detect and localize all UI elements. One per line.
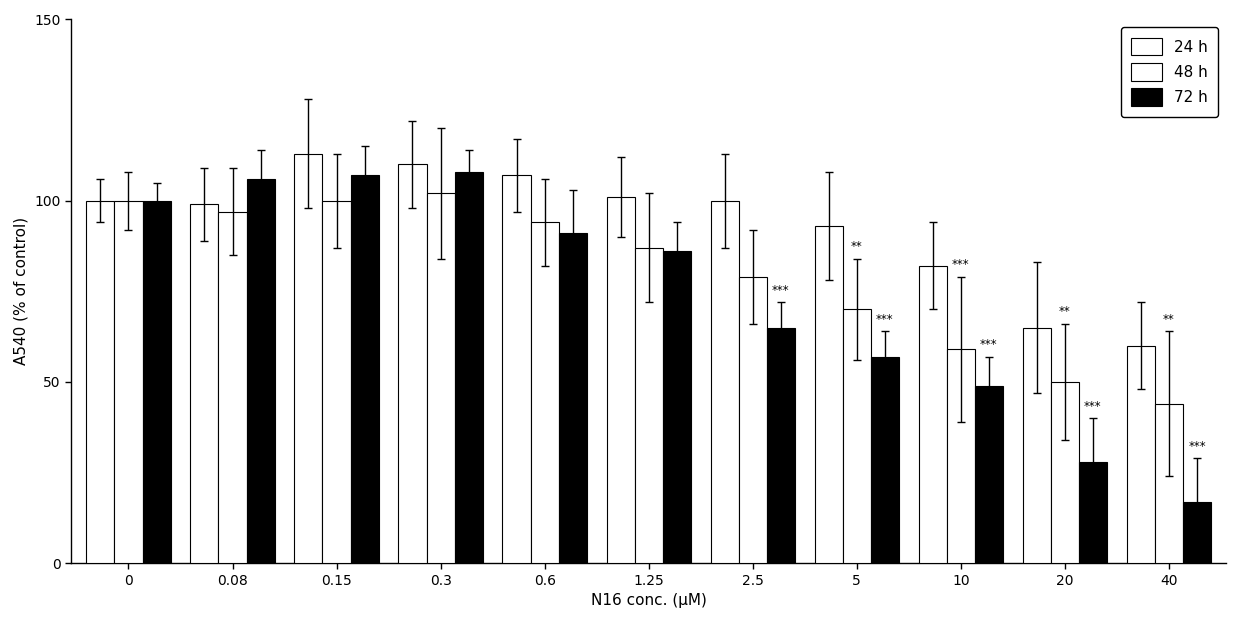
Bar [559,233,587,563]
Bar [1023,328,1050,563]
Text: **: ** [1059,305,1070,318]
Bar [143,201,171,563]
Text: **: ** [851,240,863,253]
Bar [87,201,114,563]
Text: ***: *** [1188,440,1205,453]
Bar [455,172,482,563]
Bar [1127,346,1154,563]
Bar [739,277,766,563]
Bar [975,386,1003,563]
Text: ***: *** [952,258,970,271]
Bar [114,201,143,563]
Legend: 24 h, 48 h, 72 h: 24 h, 48 h, 72 h [1121,27,1219,117]
Bar [531,223,559,563]
Bar [294,154,322,563]
Bar [919,266,947,563]
Text: **: ** [1163,313,1174,326]
Bar [247,179,274,563]
Bar [815,226,843,563]
Bar [1050,382,1079,563]
Bar [1154,404,1183,563]
Text: ***: *** [980,338,998,351]
Bar [870,356,899,563]
Text: ***: *** [773,284,790,297]
Bar [711,201,739,563]
Bar [843,309,870,563]
Text: ***: *** [1084,400,1102,413]
Bar [766,328,795,563]
X-axis label: N16 conc. (μM): N16 conc. (μM) [590,593,707,608]
Text: ***: *** [875,313,894,326]
Y-axis label: A540 (% of control): A540 (% of control) [14,217,29,365]
Bar [606,197,635,563]
Bar [351,175,378,563]
Bar [427,193,455,563]
Bar [191,204,218,563]
Bar [1183,501,1211,563]
Bar [662,251,691,563]
Bar [947,350,975,563]
Bar [1079,462,1107,563]
Bar [322,201,351,563]
Bar [502,175,531,563]
Bar [218,211,247,563]
Bar [635,248,662,563]
Bar [398,164,427,563]
